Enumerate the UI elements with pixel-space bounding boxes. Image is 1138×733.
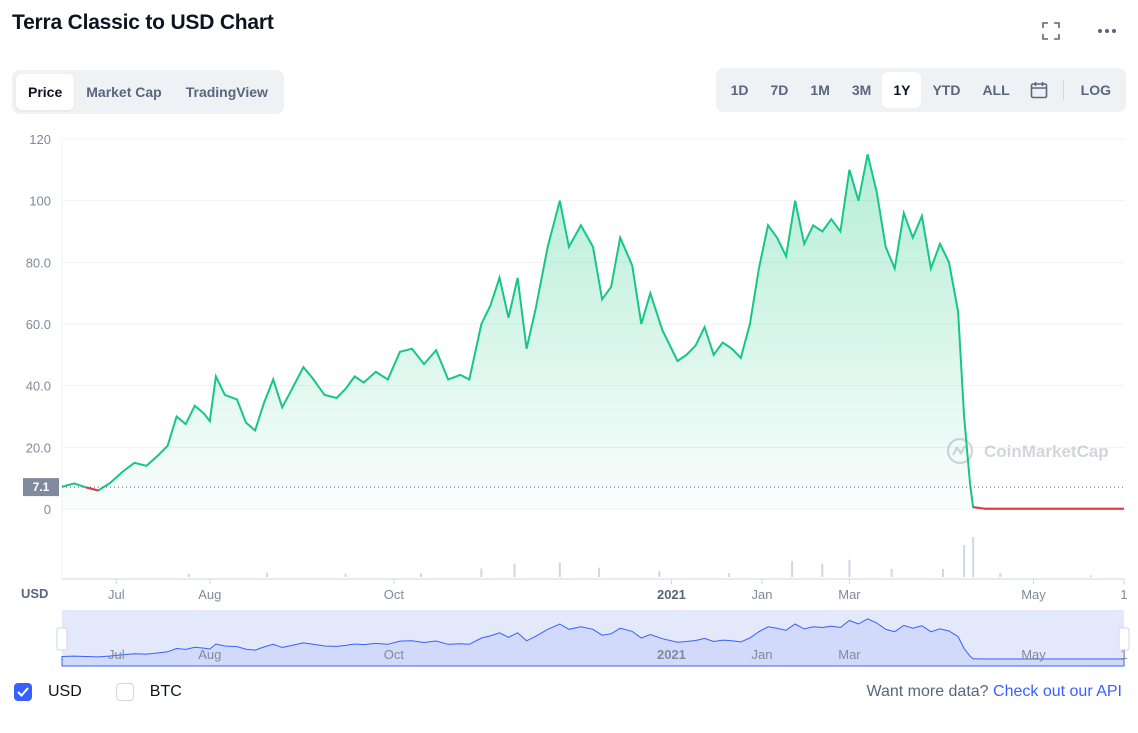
- price-chart[interactable]: 120 100 80.0 60.0 40.0 20.0 0 7.1 CoinMarketCa…: [0, 125, 1138, 675]
- navigator-tick-label: Mar: [838, 647, 861, 662]
- range-1m[interactable]: 1M: [810, 82, 830, 98]
- api-prefix: Want more data?: [866, 683, 989, 700]
- volume-bar: [999, 573, 1002, 577]
- time-range-selector: 1D 7D 1M 3M 1Y YTD ALL LOG: [715, 68, 1126, 112]
- navigator-tick-label: Jul: [108, 647, 125, 662]
- price-line-down: [85, 486, 1125, 510]
- calendar-icon[interactable]: [1021, 72, 1057, 108]
- navigator-tick-label: Jan: [751, 647, 772, 662]
- volume-bar: [941, 569, 944, 577]
- chart-type-tabs: Price Market Cap TradingView: [12, 70, 284, 114]
- navigator-line: [61, 618, 1125, 667]
- more-horizontal-icon[interactable]: [1094, 18, 1120, 44]
- volume-bar: [344, 573, 347, 577]
- volume-bar: [658, 571, 661, 577]
- y-tick-label: 20.0: [26, 440, 51, 455]
- x-tick-label: Aug: [198, 587, 221, 602]
- current-price-label: 7.1: [33, 480, 50, 494]
- range-3m[interactable]: 3M: [851, 82, 872, 98]
- y-tick-label: 100: [29, 194, 51, 209]
- x-tick-label: 1: [1120, 587, 1127, 602]
- navigator-tick-label: May: [1021, 647, 1046, 662]
- currency-legend: USD BTC: [14, 683, 216, 701]
- volume-bar: [480, 568, 483, 577]
- tab-price[interactable]: Price: [16, 74, 75, 110]
- x-tick-label: May: [1021, 587, 1046, 602]
- navigator-tick-label: Aug: [198, 647, 221, 662]
- navigator-tick-label: Oct: [384, 647, 405, 662]
- x-tick-label: 2021: [657, 587, 686, 602]
- x-tick-label: Jan: [751, 587, 772, 602]
- range-ytd[interactable]: YTD: [932, 82, 961, 98]
- price-line-up: [61, 154, 1125, 510]
- x-tick-label: Mar: [838, 587, 861, 602]
- volume-bar: [558, 562, 561, 577]
- y-tick-label: 80.0: [26, 255, 51, 270]
- usd-legend-label: USD: [48, 683, 82, 700]
- volume-bar: [848, 559, 851, 577]
- current-price-tag: [23, 478, 59, 497]
- y-tick-label: 40.0: [26, 379, 51, 394]
- range-7d[interactable]: 7D: [770, 82, 789, 98]
- x-tick-label: Jul: [108, 587, 125, 602]
- navigator-right-handle[interactable]: [1118, 627, 1130, 651]
- volume-bar: [1089, 575, 1092, 577]
- range-all[interactable]: ALL: [982, 82, 1010, 98]
- volume-bar: [890, 569, 893, 577]
- currency-axis-label: USD: [21, 586, 48, 601]
- volume-bar: [972, 537, 975, 577]
- navigator-background: [62, 610, 1124, 666]
- range-1y[interactable]: 1Y: [882, 72, 922, 108]
- range-divider: [1062, 80, 1064, 100]
- coinmarketcap-watermark: CoinMarketCap: [946, 437, 1109, 465]
- volume-bar: [963, 545, 966, 577]
- volume-bar: [791, 561, 794, 577]
- navigator-tick-label: 1: [1120, 647, 1127, 662]
- svg-text:CoinMarketCap: CoinMarketCap: [984, 442, 1109, 461]
- y-tick-label: 60.0: [26, 317, 51, 332]
- volume-bar: [513, 563, 516, 577]
- page-title: Terra Classic to USD Chart: [12, 11, 274, 34]
- y-tick-label: 120: [29, 132, 51, 147]
- btc-checkbox[interactable]: [115, 683, 134, 701]
- x-tick-label: Oct: [384, 587, 405, 602]
- volume-bar: [420, 573, 423, 577]
- navigator-left-handle[interactable]: [56, 627, 68, 651]
- volume-bar: [598, 567, 601, 577]
- usd-checkbox[interactable]: [14, 683, 32, 701]
- tab-tradingview[interactable]: TradingView: [185, 84, 268, 100]
- navigator-tick-label: 2021: [657, 647, 686, 662]
- tab-market-cap[interactable]: Market Cap: [86, 84, 162, 100]
- volume-bar: [727, 573, 730, 577]
- api-link[interactable]: Check out our API: [993, 683, 1122, 700]
- fullscreen-icon[interactable]: [1038, 18, 1064, 44]
- volume-bar: [266, 572, 269, 577]
- range-1d[interactable]: 1D: [730, 82, 749, 98]
- volume-bar: [821, 563, 824, 577]
- y-tick-label: 0: [44, 502, 51, 517]
- log-toggle[interactable]: LOG: [1080, 82, 1111, 98]
- price-area: [62, 154, 1124, 509]
- btc-legend-label: BTC: [149, 683, 182, 700]
- range-navigator[interactable]: Jul Aug Oct 2021 Jan Mar May 1: [56, 610, 1130, 667]
- api-promo: Want more data? Check out our API: [866, 683, 1122, 701]
- volume-bar: [187, 573, 190, 577]
